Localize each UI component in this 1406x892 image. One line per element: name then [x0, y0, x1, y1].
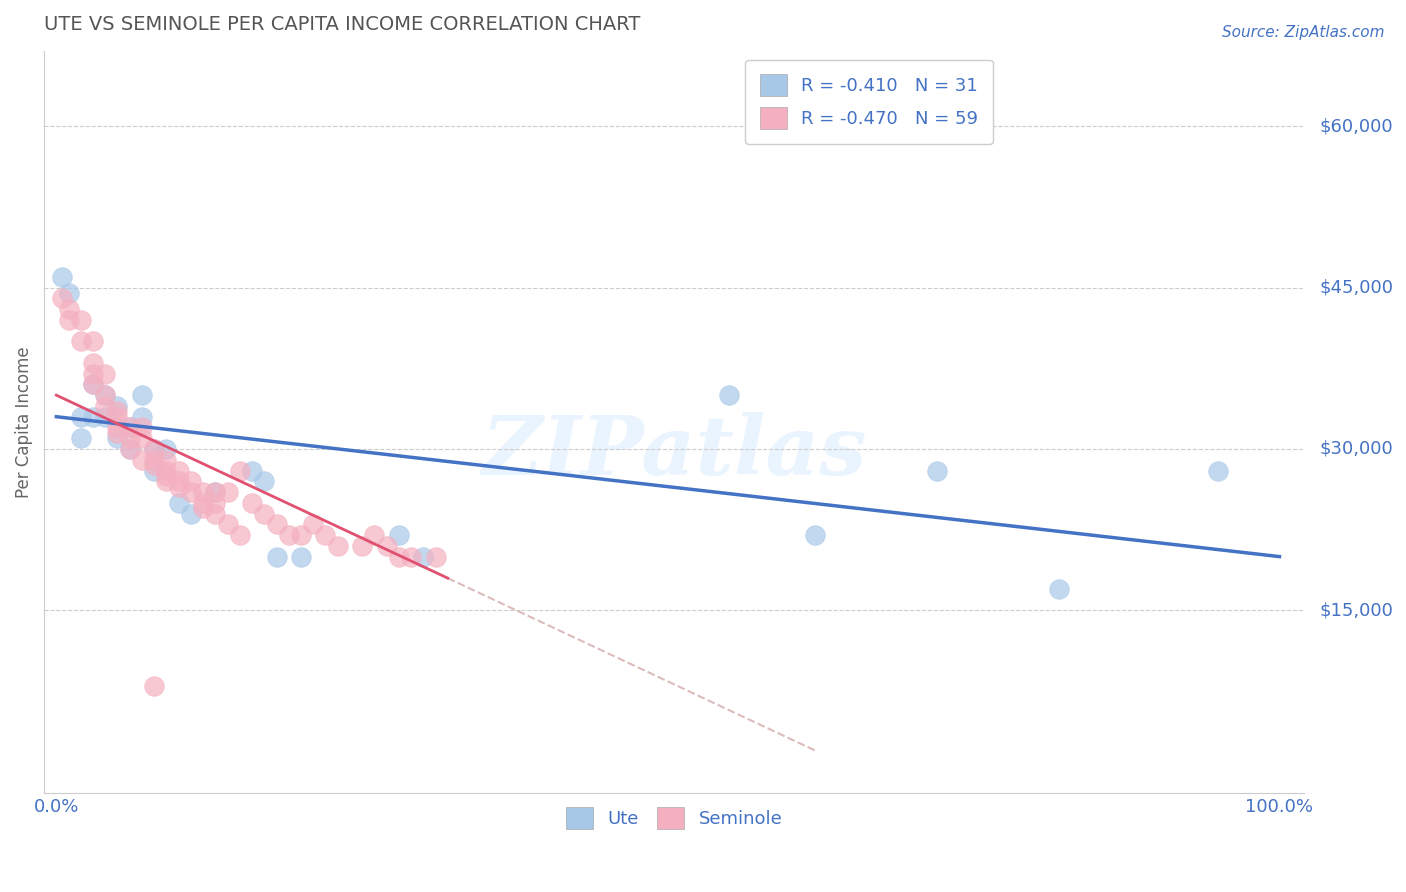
Point — [925, 463, 948, 477]
Point — [131, 409, 153, 424]
Point — [399, 549, 422, 564]
Point — [425, 549, 447, 564]
Point — [143, 463, 166, 477]
Point — [69, 313, 91, 327]
Point — [229, 463, 252, 477]
Point — [352, 539, 374, 553]
Point — [118, 442, 141, 456]
Point — [167, 480, 190, 494]
Point — [82, 377, 104, 392]
Point — [107, 420, 129, 434]
Point — [180, 475, 202, 489]
Point — [290, 528, 312, 542]
Point — [51, 269, 73, 284]
Point — [107, 409, 129, 424]
Point — [277, 528, 299, 542]
Point — [131, 452, 153, 467]
Point — [143, 679, 166, 693]
Text: $30,000: $30,000 — [1319, 440, 1393, 458]
Point — [143, 442, 166, 456]
Point — [266, 549, 288, 564]
Point — [58, 313, 80, 327]
Point — [803, 528, 825, 542]
Point — [94, 367, 117, 381]
Point — [94, 388, 117, 402]
Point — [143, 452, 166, 467]
Point — [217, 517, 239, 532]
Point — [253, 475, 276, 489]
Text: ZIPatlas: ZIPatlas — [481, 412, 866, 491]
Point — [388, 528, 411, 542]
Point — [1047, 582, 1070, 596]
Point — [82, 367, 104, 381]
Point — [131, 420, 153, 434]
Text: $45,000: $45,000 — [1319, 278, 1393, 296]
Point — [302, 517, 325, 532]
Point — [363, 528, 385, 542]
Point — [204, 507, 226, 521]
Point — [69, 334, 91, 349]
Point — [131, 431, 153, 445]
Legend: Ute, Seminole: Ute, Seminole — [558, 800, 789, 837]
Point — [718, 388, 741, 402]
Point — [118, 420, 141, 434]
Text: Source: ZipAtlas.com: Source: ZipAtlas.com — [1222, 25, 1385, 40]
Point — [388, 549, 411, 564]
Point — [143, 442, 166, 456]
Point — [69, 409, 91, 424]
Point — [204, 496, 226, 510]
Point — [326, 539, 349, 553]
Y-axis label: Per Capita Income: Per Capita Income — [15, 346, 32, 498]
Point — [229, 528, 252, 542]
Point — [290, 549, 312, 564]
Point — [82, 356, 104, 370]
Point — [167, 475, 190, 489]
Point — [51, 291, 73, 305]
Point — [180, 485, 202, 500]
Point — [191, 501, 214, 516]
Point — [107, 425, 129, 440]
Point — [167, 496, 190, 510]
Text: UTE VS SEMINOLE PER CAPITA INCOME CORRELATION CHART: UTE VS SEMINOLE PER CAPITA INCOME CORREL… — [44, 15, 641, 34]
Point — [82, 334, 104, 349]
Point — [118, 442, 141, 456]
Point — [94, 399, 117, 413]
Point — [167, 463, 190, 477]
Point — [107, 404, 129, 418]
Point — [118, 420, 141, 434]
Point — [94, 388, 117, 402]
Point — [69, 431, 91, 445]
Point — [107, 399, 129, 413]
Point — [253, 507, 276, 521]
Point — [375, 539, 398, 553]
Point — [155, 452, 177, 467]
Point — [58, 302, 80, 317]
Text: $15,000: $15,000 — [1319, 601, 1393, 619]
Point — [191, 496, 214, 510]
Point — [1208, 463, 1230, 477]
Point — [155, 463, 177, 477]
Point — [155, 469, 177, 483]
Point — [314, 528, 336, 542]
Point — [412, 549, 434, 564]
Point — [240, 463, 263, 477]
Point — [118, 431, 141, 445]
Point — [217, 485, 239, 500]
Point — [155, 442, 177, 456]
Point — [240, 496, 263, 510]
Point — [82, 377, 104, 392]
Point — [204, 485, 226, 500]
Point — [107, 431, 129, 445]
Point — [143, 458, 166, 472]
Point — [155, 475, 177, 489]
Point — [191, 485, 214, 500]
Point — [131, 388, 153, 402]
Point — [94, 409, 117, 424]
Point — [204, 485, 226, 500]
Point — [180, 507, 202, 521]
Point — [58, 285, 80, 300]
Point — [82, 409, 104, 424]
Point — [266, 517, 288, 532]
Text: $60,000: $60,000 — [1319, 117, 1393, 136]
